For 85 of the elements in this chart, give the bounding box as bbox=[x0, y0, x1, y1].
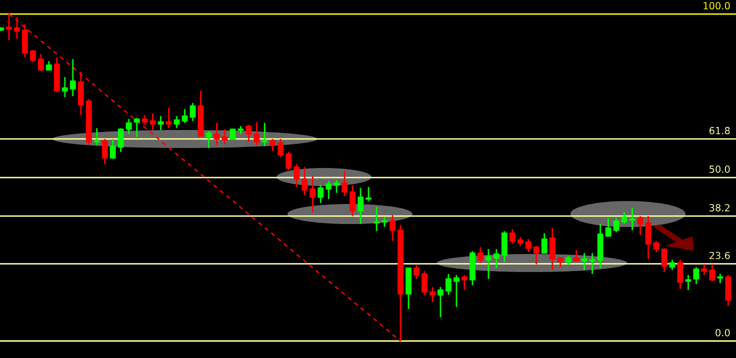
candlestick bbox=[174, 115, 180, 129]
candlestick bbox=[342, 170, 348, 197]
candlestick bbox=[422, 270, 428, 296]
candlestick bbox=[62, 76, 68, 98]
candlestick bbox=[621, 211, 628, 225]
candlestick bbox=[645, 215, 652, 260]
candlestick bbox=[509, 228, 516, 245]
candlestick bbox=[661, 247, 668, 273]
candlestick bbox=[254, 121, 260, 146]
candlestick bbox=[501, 230, 508, 263]
candlestick bbox=[669, 259, 676, 271]
candlestick bbox=[390, 214, 396, 242]
candlestick bbox=[438, 286, 444, 318]
ref-line-label: 61.8 bbox=[709, 126, 730, 134]
candlestick bbox=[477, 246, 484, 264]
candlestick bbox=[605, 217, 612, 237]
candlestick bbox=[334, 179, 340, 194]
candlestick bbox=[414, 264, 420, 280]
candlestick bbox=[182, 108, 188, 124]
candlestick bbox=[430, 286, 436, 303]
ref-line-label: 23.6 bbox=[710, 252, 730, 260]
ref-line-label: 100.0 bbox=[704, 2, 730, 10]
candlestick bbox=[653, 240, 660, 253]
candlestick bbox=[318, 184, 324, 204]
candlestick bbox=[38, 53, 44, 72]
candlestick bbox=[485, 248, 492, 280]
candlestick bbox=[134, 117, 140, 138]
candlestick bbox=[525, 238, 532, 253]
candlestick bbox=[222, 128, 228, 145]
candlestick bbox=[350, 184, 356, 217]
ref-line-label: 0.0 bbox=[716, 328, 730, 336]
candlestick bbox=[294, 163, 300, 188]
candlestick bbox=[709, 263, 716, 282]
candlestick bbox=[286, 151, 292, 171]
candlestick bbox=[310, 175, 316, 213]
candlestick bbox=[446, 273, 452, 296]
candlestick bbox=[629, 207, 636, 231]
candlestick bbox=[142, 114, 148, 126]
candlestick bbox=[70, 58, 76, 97]
candlestick bbox=[326, 180, 332, 200]
candlestick bbox=[701, 263, 708, 276]
candlestick bbox=[493, 248, 500, 269]
candlestick bbox=[30, 49, 36, 63]
candlestick bbox=[366, 186, 372, 202]
candlestick bbox=[541, 232, 548, 254]
candlestick bbox=[613, 217, 620, 233]
candlestick bbox=[166, 107, 172, 129]
candlestick bbox=[302, 166, 308, 196]
ref-line-label: 38.2 bbox=[710, 204, 730, 212]
candlestick bbox=[158, 115, 164, 131]
candlestick bbox=[573, 249, 580, 262]
candlestick bbox=[150, 112, 156, 131]
candlestick bbox=[725, 274, 732, 307]
candlestick bbox=[214, 122, 220, 146]
candlestick bbox=[462, 274, 468, 291]
candlestick bbox=[454, 274, 460, 308]
candlestick bbox=[14, 16, 20, 40]
candlestick bbox=[94, 127, 100, 146]
candlestick bbox=[693, 266, 700, 285]
candlestick bbox=[206, 130, 212, 149]
candlestick bbox=[78, 71, 84, 116]
candlestick bbox=[677, 259, 684, 290]
candlestick bbox=[102, 138, 108, 165]
candlestick bbox=[549, 227, 556, 271]
candlestick bbox=[557, 257, 564, 268]
candlestick bbox=[110, 138, 116, 160]
ref-line-label: 50.0 bbox=[710, 166, 730, 173]
candlestick bbox=[358, 187, 364, 225]
candlestick bbox=[126, 118, 132, 135]
candlestick bbox=[565, 255, 572, 266]
candlestick bbox=[637, 215, 644, 236]
candlestick bbox=[118, 127, 124, 153]
candlestick bbox=[190, 102, 196, 122]
candlestick bbox=[230, 128, 236, 140]
candlestick bbox=[581, 252, 588, 271]
candlestick bbox=[262, 122, 268, 147]
candlestick bbox=[382, 216, 388, 228]
candlestick bbox=[717, 273, 724, 284]
candlestick bbox=[278, 138, 284, 158]
candlestick bbox=[246, 124, 252, 143]
candlestick bbox=[22, 24, 28, 58]
candlestick bbox=[270, 138, 276, 152]
candlestick bbox=[374, 206, 380, 232]
candlestick bbox=[533, 245, 540, 265]
candlestick bbox=[589, 252, 596, 275]
